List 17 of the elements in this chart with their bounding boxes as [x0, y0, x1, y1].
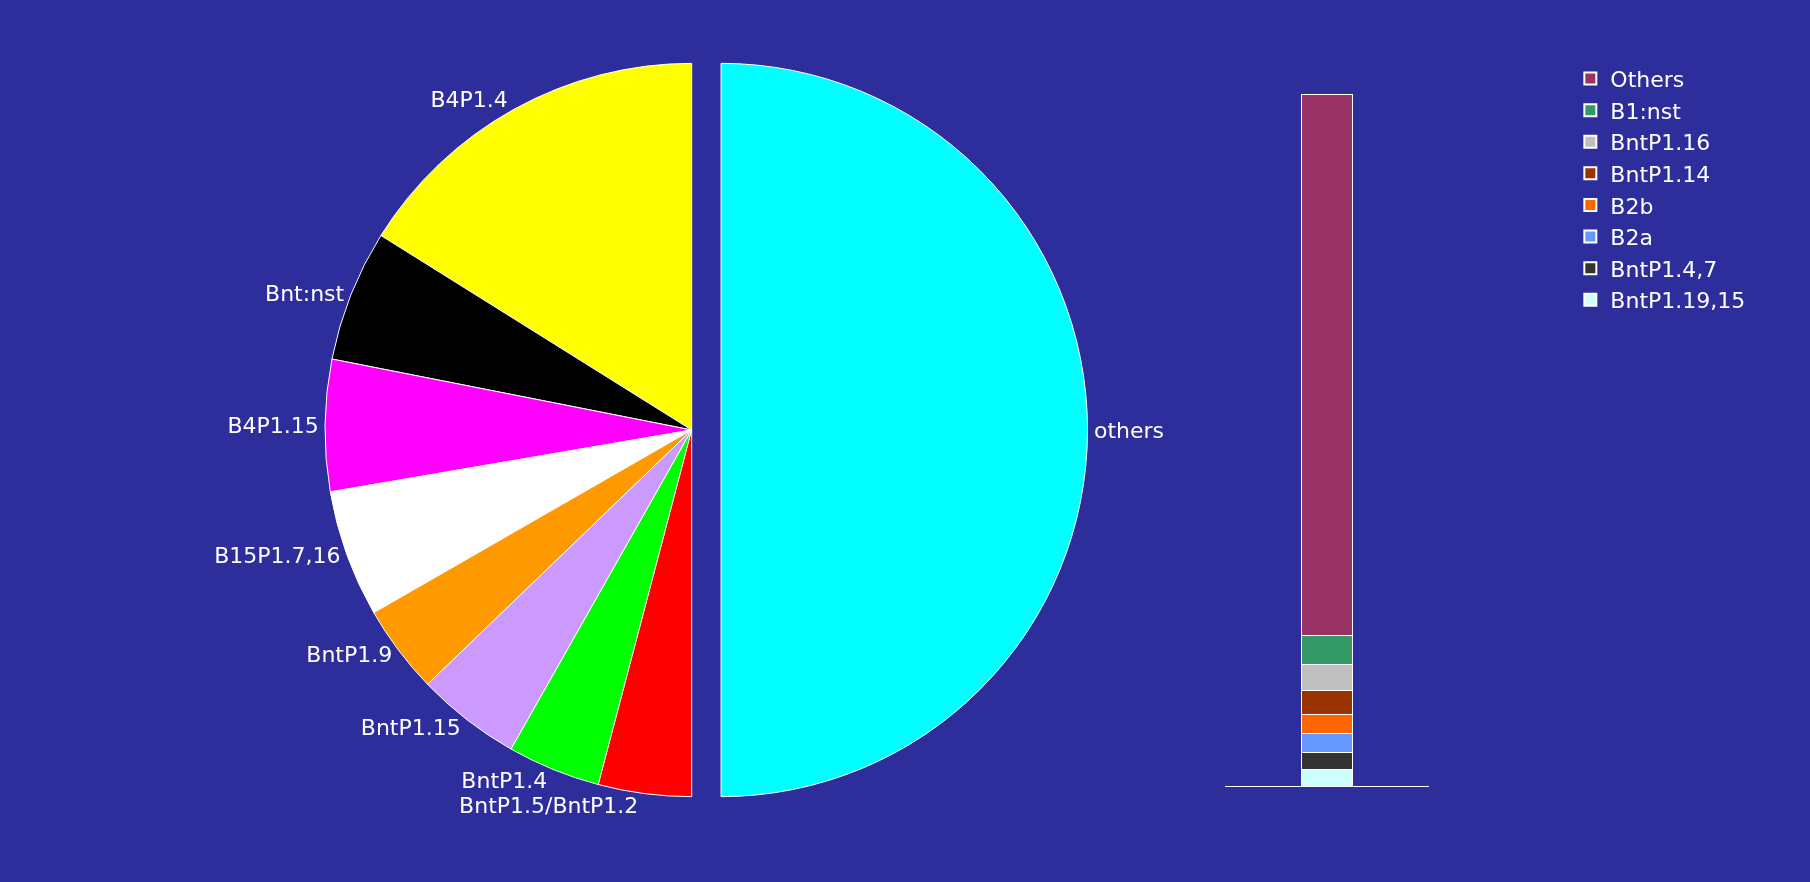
legend-label: BntP1.14	[1610, 161, 1711, 187]
legend-label: B2a	[1610, 225, 1653, 251]
slice-label: Bnt:nst	[265, 280, 345, 306]
legend-label: BntP1.16	[1610, 130, 1711, 156]
legend-label: B1:nst	[1610, 98, 1682, 124]
slice-label: B15P1.7,16	[214, 543, 341, 569]
legend-label: BntP1.4,7	[1610, 256, 1718, 282]
legend-label: B2b	[1610, 193, 1654, 219]
slice-label: others	[1093, 417, 1165, 443]
slice-label: BntP1.5/BntP1.2	[459, 793, 639, 819]
slice-label: BntP1.4	[461, 767, 548, 793]
legend-label: Others	[1610, 67, 1685, 93]
slice-label: B4P1.15	[227, 412, 319, 438]
slice-label: B4P1.4	[430, 87, 508, 113]
legend-label: BntP1.19,15	[1610, 288, 1746, 314]
slice-label: BntP1.9	[306, 642, 393, 668]
slice-label: BntP1.15	[360, 715, 461, 741]
